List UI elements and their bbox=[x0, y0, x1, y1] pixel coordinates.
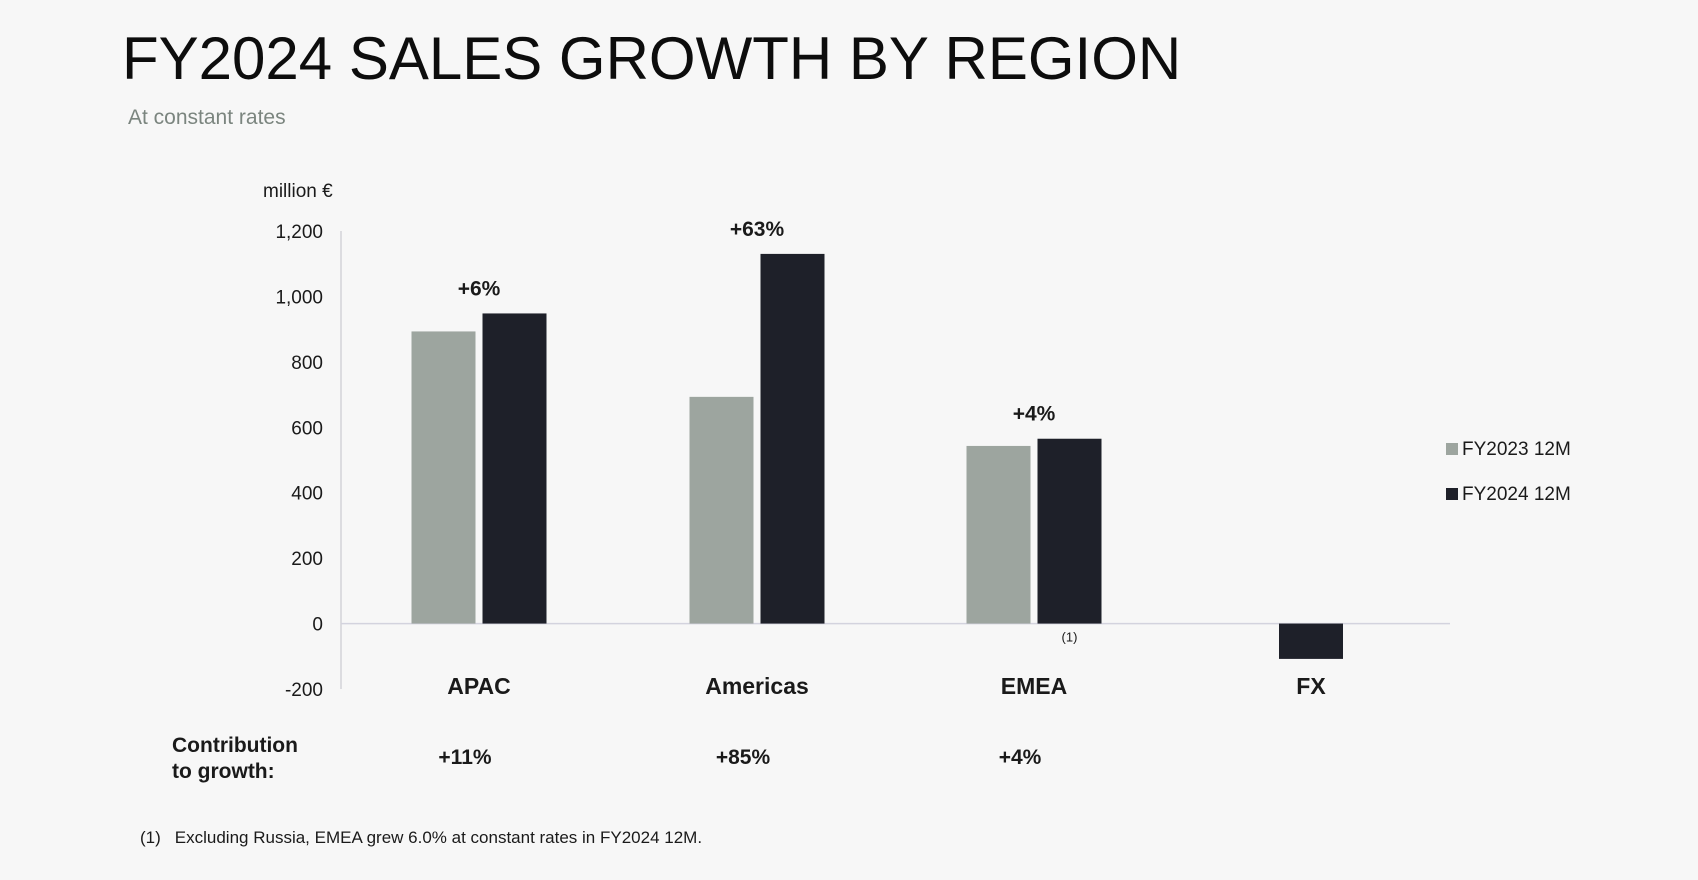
bar-fy2023-apac bbox=[411, 331, 476, 624]
bar-fy2023-americas bbox=[689, 396, 754, 624]
bar-fy2024-fx bbox=[1279, 623, 1343, 659]
contribution-label-line2: to growth: bbox=[172, 760, 275, 783]
y-tick-label: 200 bbox=[291, 549, 323, 570]
contribution-value-apac: +11% bbox=[438, 746, 491, 769]
legend-swatch-fy2024 bbox=[1446, 488, 1458, 500]
footnote: (1) Excluding Russia, EMEA grew 6.0% at c… bbox=[140, 828, 702, 848]
bar-fy2024-emea bbox=[1037, 438, 1102, 624]
y-tick-label: 800 bbox=[291, 353, 323, 374]
bar-fy2024-apac bbox=[482, 313, 547, 624]
unit-label: million € bbox=[263, 181, 333, 202]
footnote-text: Excluding Russia, EMEA grew 6.0% at cons… bbox=[174, 828, 703, 847]
category-label-emea: EMEA bbox=[1001, 673, 1067, 699]
legend-label-fy2023: FY2023 12M bbox=[1462, 439, 1571, 460]
contribution-label-line1: Contribution bbox=[172, 734, 298, 757]
page-subtitle: At constant rates bbox=[128, 106, 286, 129]
growth-label-americas: +63% bbox=[730, 218, 785, 241]
legend-swatch-fy2023 bbox=[1446, 443, 1458, 455]
page-title: FY2024 SALES GROWTH BY REGION bbox=[122, 25, 1182, 92]
category-label-apac: APAC bbox=[447, 673, 510, 699]
category-label-fx: FX bbox=[1296, 673, 1326, 699]
footnote-mark: (1) bbox=[140, 828, 161, 847]
y-tick-label: -200 bbox=[285, 680, 323, 701]
category-label-americas: Americas bbox=[705, 673, 809, 699]
growth-label-apac: +6% bbox=[458, 277, 501, 300]
y-tick-label: 1,000 bbox=[275, 287, 323, 308]
y-tick-label: 1,200 bbox=[275, 222, 323, 243]
contribution-value-americas: +85% bbox=[716, 746, 771, 769]
footnote-ref-emea: (1) bbox=[1062, 630, 1078, 645]
contribution-value-emea: +4% bbox=[999, 746, 1042, 769]
y-tick-label: 400 bbox=[291, 484, 323, 505]
y-tick-label: 0 bbox=[312, 615, 323, 636]
y-tick-label: 600 bbox=[291, 418, 323, 439]
legend-label-fy2024: FY2024 12M bbox=[1462, 484, 1571, 505]
bar-fy2023-emea bbox=[966, 445, 1031, 624]
growth-label-emea: +4% bbox=[1013, 403, 1056, 426]
bar-fy2024-americas bbox=[760, 253, 825, 624]
